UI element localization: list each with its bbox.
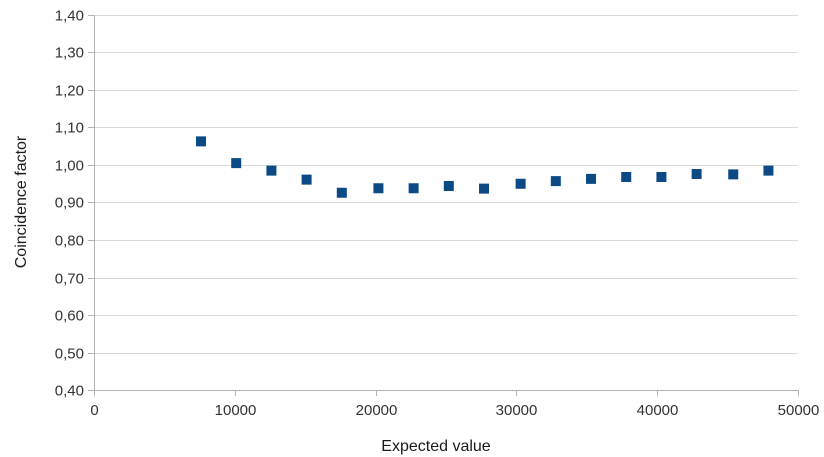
data-point xyxy=(479,183,490,194)
axis-layer xyxy=(88,15,799,396)
data-point xyxy=(515,178,526,189)
y-tick-label: 0,40 xyxy=(55,383,84,400)
y-tick-label: 0,80 xyxy=(55,233,84,250)
data-point xyxy=(656,172,667,182)
y-tick-label: 1,10 xyxy=(55,120,84,137)
data-point xyxy=(231,158,242,169)
data-point xyxy=(586,173,597,184)
x-tick-label: 20000 xyxy=(356,402,398,419)
data-point xyxy=(196,136,207,147)
y-tick-label: 1,00 xyxy=(55,158,84,175)
data-point xyxy=(621,172,632,182)
x-tick-label: 10000 xyxy=(215,402,257,419)
y-tick-label: 0,70 xyxy=(55,271,84,288)
x-tick-label: 50000 xyxy=(778,402,820,419)
data-point xyxy=(443,181,454,191)
grid-layer xyxy=(94,15,798,354)
data-point xyxy=(301,174,312,185)
data-point xyxy=(408,183,419,194)
data-point xyxy=(763,165,774,176)
x-tick-label: 0 xyxy=(90,402,98,419)
y-tick-label: 0,60 xyxy=(55,308,84,325)
data-point xyxy=(373,183,384,194)
y-tick-label: 1,30 xyxy=(55,45,84,62)
tick-label-layer: 0,40 0,50 0,60 0,70 0,80 0,90 1,00 1,10 1,20 1,30… xyxy=(55,8,820,420)
data-point xyxy=(336,187,347,198)
y-tick-label: 0,90 xyxy=(55,195,84,212)
y-axis-title: Coincidence factor xyxy=(13,135,30,268)
data-point xyxy=(266,165,277,176)
data-point xyxy=(728,169,739,180)
data-points xyxy=(196,136,774,198)
y-tick-label: 1,20 xyxy=(55,83,84,100)
y-tick-label: 0,50 xyxy=(55,346,84,363)
data-point xyxy=(550,176,561,187)
data-point xyxy=(691,169,702,179)
x-tick-label: 30000 xyxy=(496,402,538,419)
x-axis-title: Expected value xyxy=(381,438,491,455)
y-tick-label: 1,40 xyxy=(55,8,84,25)
x-tick-label: 40000 xyxy=(637,402,679,419)
